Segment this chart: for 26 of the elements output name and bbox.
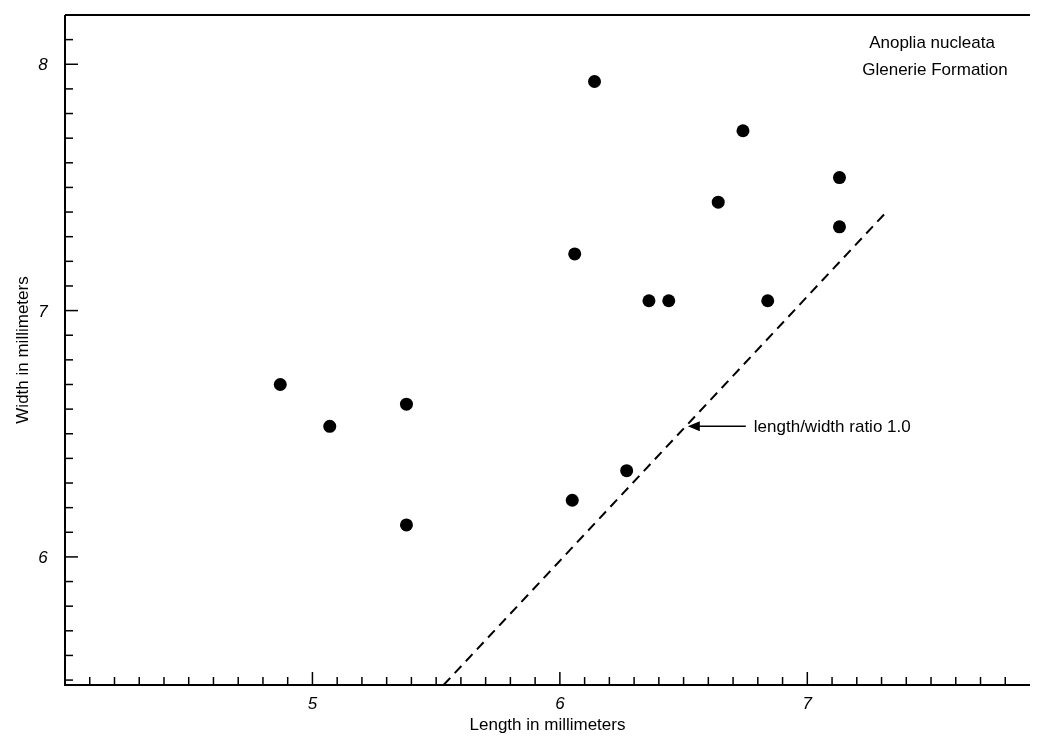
point (832, 220, 846, 234)
point (565, 493, 579, 507)
point (588, 75, 602, 89)
point (662, 294, 676, 308)
y-tick-label: 6 (38, 547, 49, 567)
y-tick-label: 8 (38, 55, 49, 75)
point (642, 294, 656, 308)
point (620, 464, 634, 478)
x-tick-label: 7 (802, 694, 813, 713)
annotation: Anoplia nucleata (869, 33, 996, 52)
point (399, 518, 413, 532)
point (761, 294, 775, 308)
point (273, 377, 287, 391)
annotation: Glenerie Formation (862, 60, 1008, 79)
point (323, 419, 337, 433)
point (736, 124, 750, 138)
x-tick-label: 6 (555, 694, 566, 713)
point (399, 397, 413, 411)
point (711, 195, 725, 209)
x-tick-label: 5 (307, 694, 318, 713)
y-tick-label: 7 (38, 301, 49, 321)
point (568, 247, 582, 261)
y-axis-title: Width in millimeters (13, 276, 32, 424)
point (832, 171, 846, 185)
annotation: length/width ratio 1.0 (753, 417, 911, 437)
x-axis-title: Length in millimeters (469, 715, 626, 734)
